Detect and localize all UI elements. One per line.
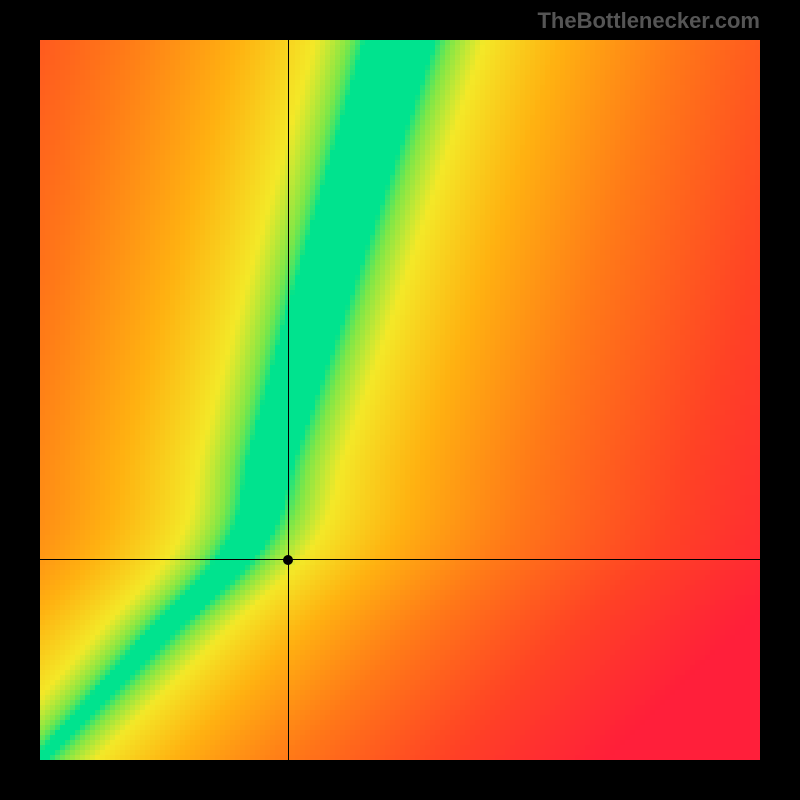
bottleneck-heatmap — [40, 40, 760, 760]
crosshair-vertical — [288, 40, 289, 760]
chart-container: TheBottlenecker.com — [0, 0, 800, 800]
watermark-text: TheBottlenecker.com — [537, 8, 760, 34]
crosshair-horizontal — [40, 559, 760, 560]
